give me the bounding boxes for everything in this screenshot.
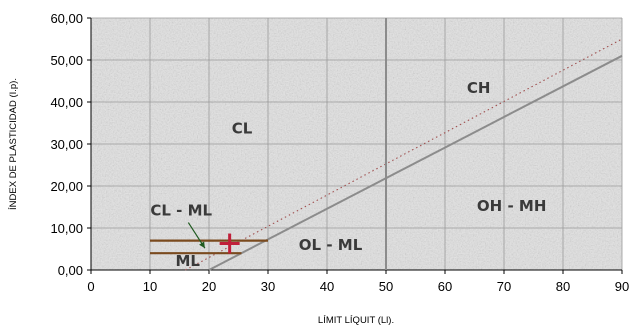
x-tick-label: 20 bbox=[202, 279, 216, 294]
x-tick-label: 30 bbox=[261, 279, 275, 294]
y-axis-title: ÍNDEX DE PLASTICIDAD (I.p). bbox=[8, 78, 19, 210]
x-axis-title: LÍMIT LÍQUIT (Ll). bbox=[318, 315, 394, 326]
zone-label-ol-ml: OL - ML bbox=[299, 236, 363, 254]
x-tick-label: 80 bbox=[556, 279, 570, 294]
x-tick-label: 60 bbox=[438, 279, 452, 294]
tick-labels: 0 10 20 30 40 50 60 70 80 90 0,00 10,00 20,00 30,00 40… bbox=[50, 11, 629, 294]
zone-label-ml: ML bbox=[176, 252, 201, 270]
y-tick-label: 30,00 bbox=[50, 137, 83, 152]
zone-labels: CL CH CL - ML OL - ML OH - MH ML bbox=[150, 79, 546, 270]
zone-label-cl: CL bbox=[232, 120, 253, 138]
a-line-line bbox=[208, 54, 623, 271]
y-tick-label: 20,00 bbox=[50, 179, 83, 194]
annotation-arrow-head bbox=[199, 241, 205, 249]
x-tick-label: 40 bbox=[320, 279, 334, 294]
zone-label-oh-mh: OH - MH bbox=[477, 197, 546, 215]
x-tick-label: 70 bbox=[497, 279, 511, 294]
x-tick-label: 50 bbox=[379, 279, 393, 294]
x-tick-label: 0 bbox=[87, 279, 94, 294]
classification-lines bbox=[150, 18, 623, 271]
y-tick-label: 40,00 bbox=[50, 95, 83, 110]
y-tick-label: 10,00 bbox=[50, 221, 83, 236]
data-marks bbox=[187, 222, 240, 254]
x-tick-label: 10 bbox=[143, 279, 157, 294]
y-tick-label: 60,00 bbox=[50, 11, 83, 26]
x-tick-label: 90 bbox=[615, 279, 629, 294]
y-tick-label: 50,00 bbox=[50, 53, 83, 68]
u-line-line bbox=[185, 38, 623, 271]
y-tick-label: 0,00 bbox=[58, 263, 83, 278]
axes bbox=[87, 17, 623, 274]
zone-label-ch: CH bbox=[467, 79, 491, 97]
zone-label-cl-ml: CL - ML bbox=[150, 201, 212, 219]
